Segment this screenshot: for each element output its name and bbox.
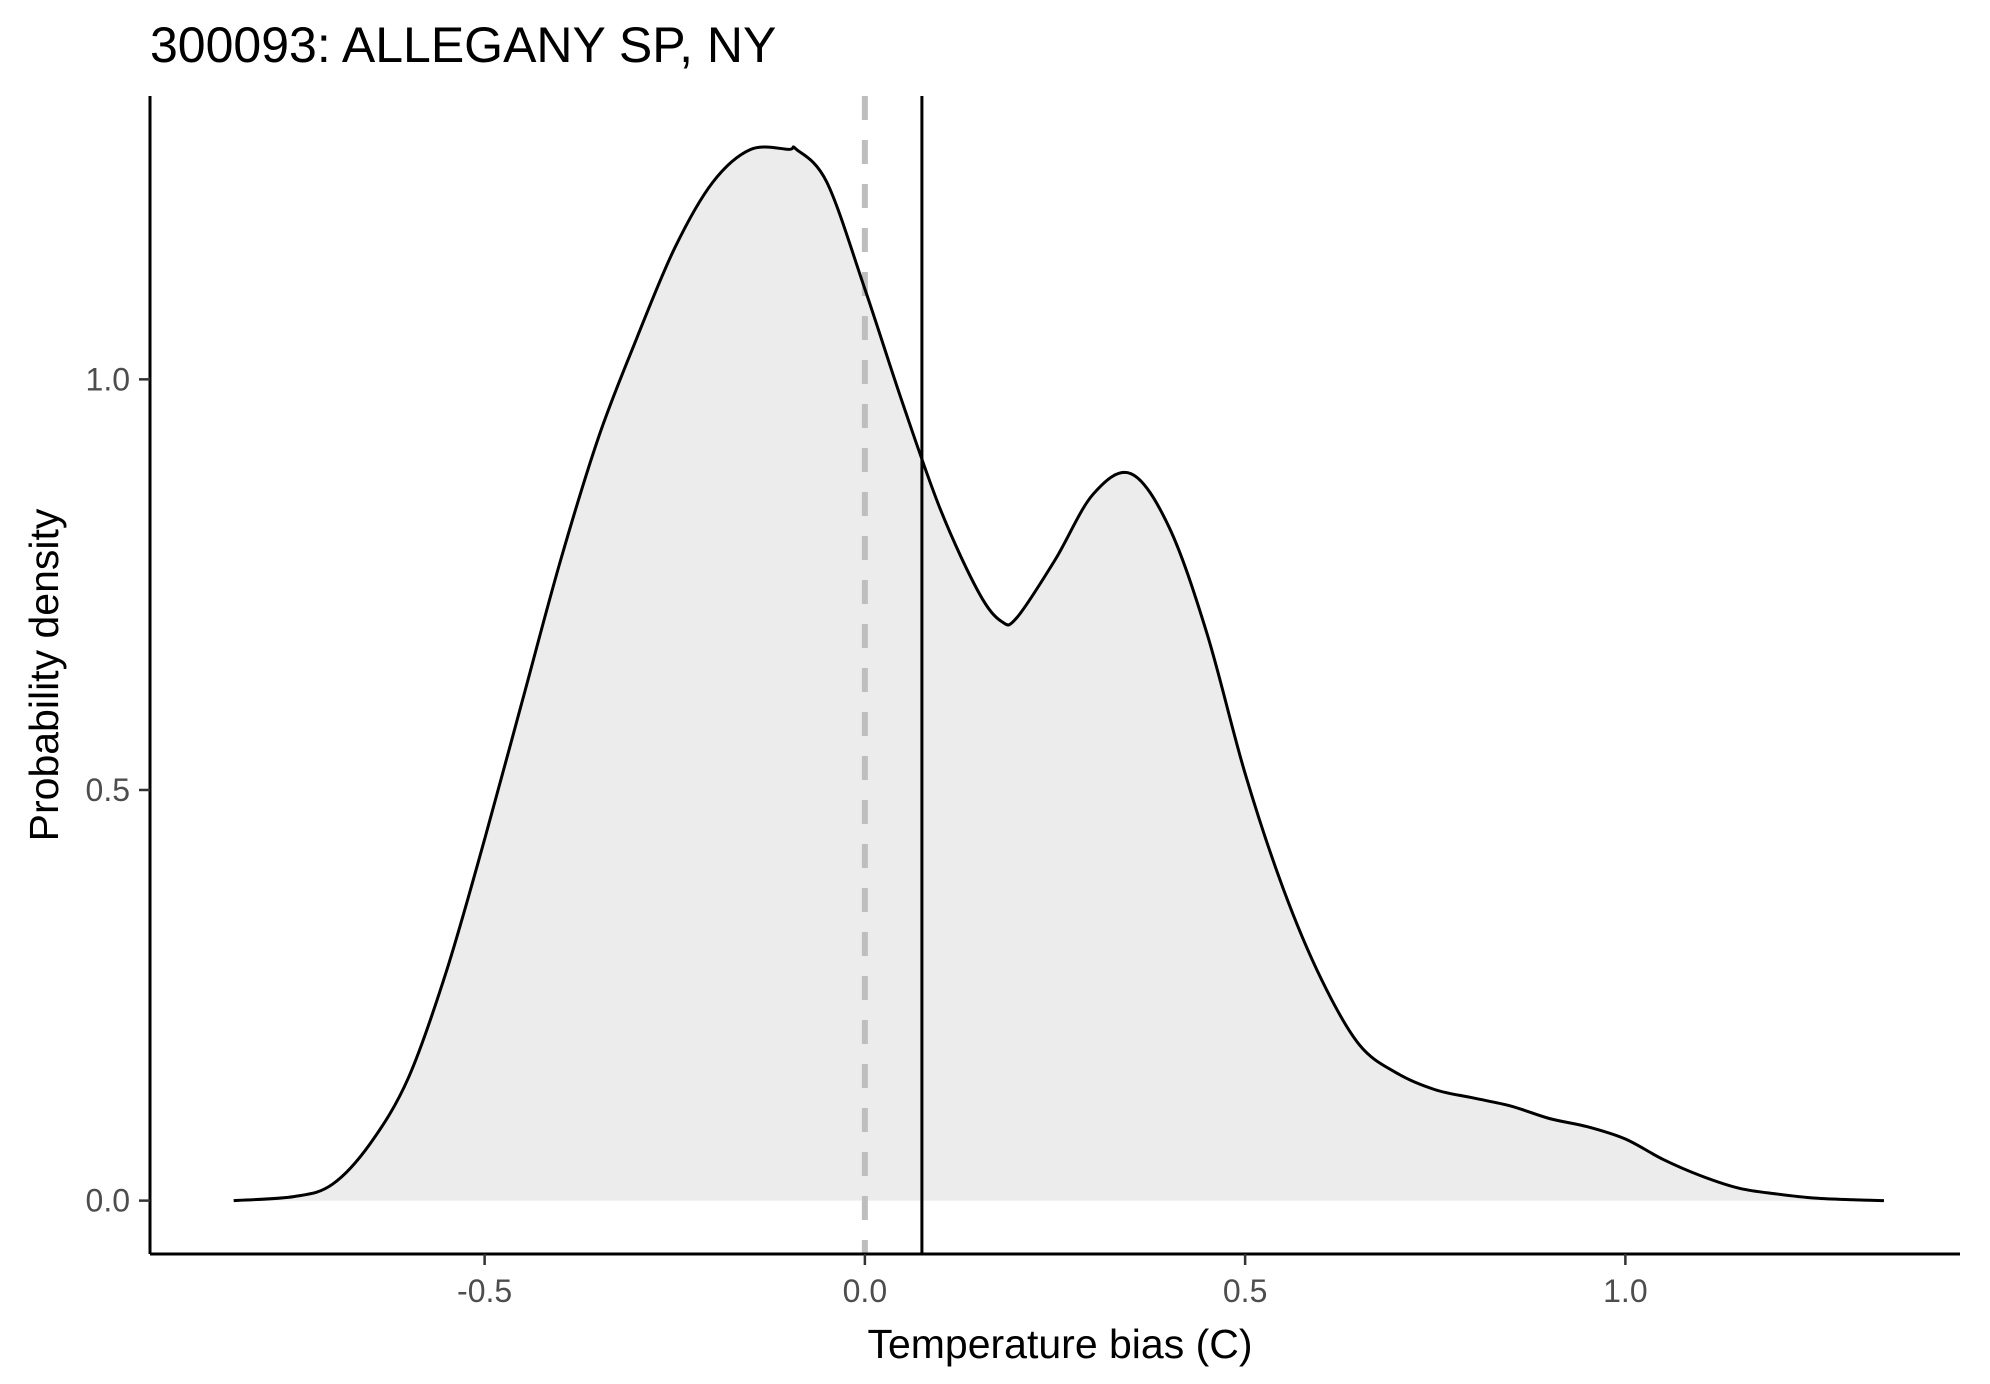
y-axis-ticks: 0.0 0.5 1.0 bbox=[86, 361, 150, 1219]
x-tick-label: 0.5 bbox=[1223, 1273, 1267, 1309]
y-tick-label: 0.5 bbox=[86, 772, 130, 808]
x-tick-label: -0.5 bbox=[457, 1273, 512, 1309]
density-area-fill bbox=[233, 146, 1884, 1201]
y-tick-label: 1.0 bbox=[86, 361, 130, 397]
x-tick-label: 0.0 bbox=[843, 1273, 887, 1309]
y-axis-title: Probability density bbox=[21, 508, 67, 841]
x-axis-title: Temperature bias (C) bbox=[867, 1321, 1252, 1367]
density-curve-line bbox=[233, 145, 1884, 1203]
y-tick-label: 0.0 bbox=[86, 1183, 130, 1219]
chart-title: 300093: ALLEGANY SP, NY bbox=[150, 17, 776, 73]
x-axis-ticks: -0.5 0.0 0.5 1.0 bbox=[457, 1254, 1648, 1309]
plot-area bbox=[233, 96, 1884, 1254]
x-tick-label: 1.0 bbox=[1603, 1273, 1647, 1309]
